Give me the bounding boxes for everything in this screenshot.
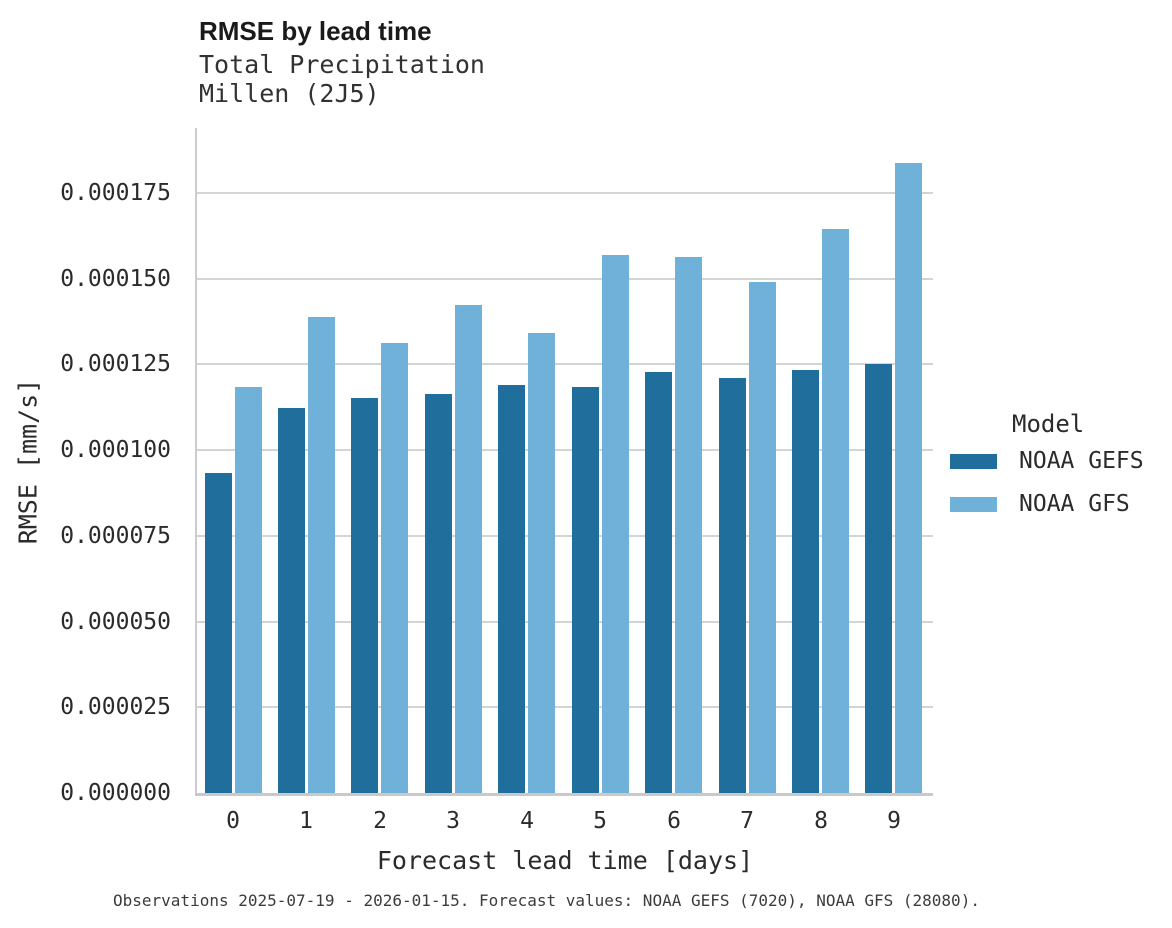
bar-noaa-gefs-day-6 [645, 372, 672, 793]
bar-noaa-gfs-day-9 [895, 163, 922, 793]
y-tick-label: 0.000175 [60, 180, 171, 206]
y-tick-label: 0.000100 [60, 437, 171, 463]
legend-title: Model [1012, 410, 1085, 438]
x-tick-label: 7 [740, 808, 754, 834]
y-tick-label: 0.000150 [60, 266, 171, 292]
gridline [196, 449, 933, 451]
bar-noaa-gefs-day-2 [351, 398, 378, 793]
bar-noaa-gfs-day-1 [308, 317, 335, 793]
y-tick-label: 0.000075 [60, 523, 171, 549]
bar-noaa-gefs-day-0 [205, 473, 232, 793]
bar-noaa-gfs-day-4 [528, 333, 555, 793]
y-tick-label: 0.000125 [60, 351, 171, 377]
bar-noaa-gefs-day-7 [719, 378, 746, 793]
bar-noaa-gfs-day-0 [235, 387, 262, 793]
x-axis-title: Forecast lead time [days] [376, 846, 754, 875]
bar-noaa-gfs-day-3 [455, 305, 482, 793]
legend-entry: NOAA GFS [950, 491, 1144, 517]
bar-noaa-gfs-day-8 [822, 229, 849, 793]
legend-label: NOAA GFS [1019, 491, 1130, 517]
bar-noaa-gfs-day-6 [675, 257, 702, 793]
x-axis-line [195, 793, 933, 796]
legend-swatch-noaa-gfs [950, 496, 997, 512]
x-tick-label: 1 [299, 808, 313, 834]
bar-noaa-gefs-day-9 [865, 364, 892, 793]
y-tick-label: 0.000025 [60, 694, 171, 720]
y-axis-spine [195, 128, 197, 796]
x-tick-label: 8 [814, 808, 828, 834]
bar-noaa-gefs-day-1 [278, 408, 305, 793]
x-tick-label: 5 [593, 808, 607, 834]
x-tick-label: 9 [887, 808, 901, 834]
gridline [196, 706, 933, 708]
legend: Model NOAA GEFS NOAA GFS [950, 410, 1144, 534]
x-tick-label: 0 [226, 808, 240, 834]
caption: Observations 2025-07-19 - 2026-01-15. Fo… [113, 891, 980, 910]
bar-noaa-gefs-day-8 [792, 370, 819, 793]
legend-entries: NOAA GEFS NOAA GFS [950, 448, 1144, 517]
chart-subtitle-variable: Total Precipitation [199, 50, 485, 79]
y-tick-label: 0.000000 [60, 780, 171, 806]
bar-noaa-gefs-day-4 [498, 385, 525, 793]
gridline [196, 535, 933, 537]
bar-noaa-gfs-day-7 [749, 282, 776, 793]
legend-swatch-noaa-gefs [950, 453, 997, 469]
x-tick-label: 2 [373, 808, 387, 834]
chart-title: RMSE by lead time [199, 16, 432, 46]
gridline [196, 363, 933, 365]
gridline [196, 192, 933, 194]
x-tick-label: 3 [446, 808, 460, 834]
legend-label: NOAA GEFS [1019, 448, 1144, 474]
x-tick-label: 6 [667, 808, 681, 834]
gridline [196, 621, 933, 623]
gridline [196, 278, 933, 280]
bar-noaa-gfs-day-5 [602, 255, 629, 793]
chart-subtitle-station: Millen (2J5) [199, 79, 380, 108]
bar-noaa-gefs-day-5 [572, 387, 599, 793]
x-tick-label: 4 [520, 808, 534, 834]
legend-entry: NOAA GEFS [950, 448, 1144, 474]
bar-noaa-gfs-day-2 [381, 343, 408, 793]
bar-noaa-gefs-day-3 [425, 394, 452, 793]
y-tick-label: 0.000050 [60, 609, 171, 635]
